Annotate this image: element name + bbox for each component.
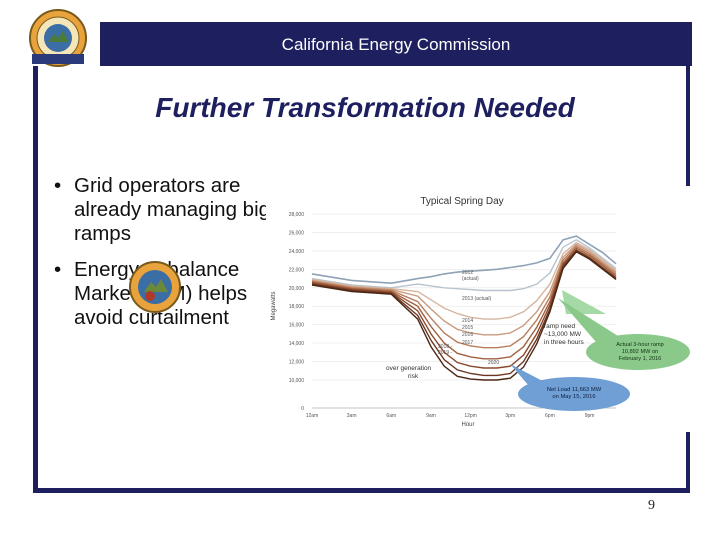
seal-watermark-icon (128, 260, 182, 314)
x-axis-label: Hour (461, 422, 474, 428)
series-line-2019 (311, 250, 617, 377)
actual-ramp-bubble (586, 334, 690, 370)
ramp-need-annotation: ramp need (544, 323, 575, 330)
state-seal-logo (18, 6, 98, 70)
chart-svg: Typical Spring Day Megawatts Hour 0 10,00… (266, 186, 690, 432)
series-line-2016 (311, 245, 617, 349)
series-line-2014 (311, 241, 617, 320)
y-tick-label: 12,000 (289, 360, 305, 366)
ramp-need-annotation: ~13,000 MW (544, 331, 582, 338)
chart-title: Typical Spring Day (420, 196, 503, 207)
x-tick-label: 9pm (585, 413, 595, 419)
series-label: 2019 - (438, 350, 453, 356)
y-tick-label: 22,000 (289, 267, 305, 273)
over-generation-annotation: risk (408, 373, 419, 380)
slide-title: Further Transformation Needed (155, 92, 575, 123)
y-tick-label: 24,000 (289, 249, 305, 255)
series-line-2020 (311, 250, 617, 381)
x-tick-label: 3pm (505, 413, 515, 419)
x-tick-label: 12pm (464, 413, 477, 419)
bullet-item: Energy Imbalance Market (EIM) helps avoi… (54, 258, 279, 330)
x-tick-label: 3am (347, 413, 357, 419)
series-label: 2013 (actual) (462, 296, 492, 302)
y-tick-label: 28,000 (289, 212, 305, 218)
x-tick-label: 6am (386, 413, 396, 419)
series-label: 2017 (462, 340, 473, 346)
organization-title: California Energy Commission (281, 35, 511, 54)
series-layer (311, 235, 617, 381)
net-load-annotation: Net Load 11,663 MW (547, 387, 602, 393)
x-tick-label: 6pm (545, 413, 555, 419)
bullet-list: Grid operators are already managing big … (54, 174, 279, 342)
x-tick-label: 9am (426, 413, 436, 419)
bullet-item: Grid operators are already managing big … (54, 174, 279, 246)
actual-ramp-pointer (558, 298, 618, 342)
y-tick-label: 26,000 (289, 230, 305, 236)
series-line-2017 (311, 247, 617, 360)
actual-ramp-annotation: Actual 3-hour ramp (616, 342, 664, 348)
series-line-2012 (311, 235, 617, 285)
series-label: 2018 - (438, 344, 453, 350)
over-generation-annotation: over generation (386, 365, 432, 372)
net-load-annotation: on May 15, 2016 (552, 394, 595, 400)
y-tick-label: 16,000 (289, 323, 305, 329)
series-line-2018 (311, 249, 617, 369)
y-tick-label: 18,000 (289, 304, 305, 310)
series-label: 2020 (488, 360, 499, 366)
series-line-2013 (311, 238, 617, 292)
x-tick-label: 12am (306, 413, 319, 419)
page-number: 9 (648, 498, 655, 513)
actual-ramp-annotation: February 1, 2016 (619, 356, 662, 362)
series-label: 2015 (462, 325, 473, 331)
y-axis-label: Megawatts (271, 291, 277, 320)
y-tick-label: 14,000 (289, 341, 305, 347)
series-label: 2016 (462, 332, 473, 338)
y-tick-label: 0 (301, 406, 304, 412)
y-tick-layer: 0 10,000 12,000 14,000 16,000 18,000 20,000 22,… (289, 212, 305, 412)
header-bar: California Energy Commission (100, 22, 692, 66)
ramp-need-annotation: in three hours (544, 339, 584, 346)
y-tick-label: 20,000 (289, 286, 305, 292)
actual-ramp-annotation: 10,892 MW on (622, 349, 658, 355)
duck-curve-chart: Typical Spring Day Megawatts Hour 0 10,00… (266, 186, 690, 432)
series-label-sub: (actual) (462, 276, 479, 282)
series-label: 2012 (462, 270, 473, 276)
series-line-2015 (311, 243, 617, 336)
x-tick-layer: 12am 3am 6am 9am 12pm 3pm 6pm 9pm (306, 413, 595, 419)
series-label: 2014 (462, 318, 473, 324)
y-tick-label: 10,000 (289, 378, 305, 384)
net-load-bubble (518, 377, 630, 411)
